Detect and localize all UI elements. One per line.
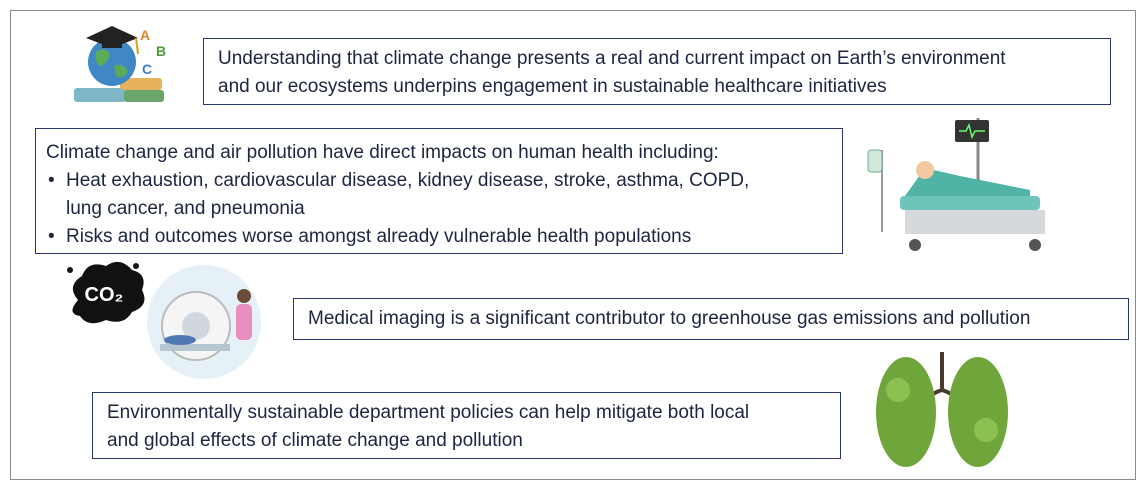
cap: [102, 40, 122, 48]
scanner-table: [160, 344, 230, 351]
text-line: Risks and outcomes worse amongst already…: [66, 223, 842, 251]
lung-left: [876, 357, 936, 467]
tech-body: [236, 304, 252, 340]
wheel: [909, 239, 921, 251]
puff: [67, 267, 73, 273]
tassel: [136, 38, 138, 54]
bullet-marker: •: [48, 167, 55, 195]
lung-right: [948, 357, 1008, 467]
text-line: Medical imaging is a significant contrib…: [308, 305, 1128, 333]
text-line: Understanding that climate change presen…: [218, 45, 1110, 73]
letter: B: [156, 43, 166, 59]
books: [74, 88, 126, 102]
co2-icon: CO₂: [67, 262, 144, 323]
page: A B C CO₂ Unde: [0, 0, 1140, 476]
patient: [164, 335, 196, 345]
bullet-item: • Heat exhaustion, cardiovascular diseas…: [46, 167, 842, 223]
statement-box: Climate change and air pollution have di…: [35, 128, 843, 254]
bullet-item: • Risks and outcomes worse amongst alrea…: [46, 223, 842, 251]
bed-base: [905, 210, 1045, 234]
puff: [133, 263, 139, 269]
text-line: Heat exhaustion, cardiovascular disease,…: [66, 167, 842, 195]
text-line: and our ecosystems underpins engagement …: [218, 73, 1110, 101]
text-line: and global effects of climate change and…: [107, 427, 840, 455]
books: [124, 90, 164, 102]
patient-head: [916, 161, 934, 179]
co2-label: CO₂: [85, 284, 124, 306]
bed-frame: [900, 196, 1040, 210]
globe-icon: A B C: [74, 26, 166, 102]
leaves: [974, 418, 998, 442]
letter: A: [140, 27, 150, 43]
wheel: [1029, 239, 1041, 251]
text-line: Environmentally sustainable department p…: [107, 399, 840, 427]
hospital-bed-icon: [868, 118, 1045, 251]
statement-box: Environmentally sustainable department p…: [92, 392, 841, 459]
heading: Climate change and air pollution have di…: [46, 139, 842, 167]
tech-head: [237, 289, 251, 303]
letter: C: [142, 61, 152, 77]
statement-box: Understanding that climate change presen…: [203, 38, 1111, 105]
lungs-icon: [876, 352, 1008, 467]
bullet-marker: •: [48, 223, 55, 251]
text-line: lung cancer, and pneumonia: [66, 195, 842, 223]
iv-bag: [868, 150, 882, 172]
statement-box: Medical imaging is a significant contrib…: [293, 298, 1129, 340]
mri-icon: [147, 265, 261, 379]
leaves: [886, 378, 910, 402]
